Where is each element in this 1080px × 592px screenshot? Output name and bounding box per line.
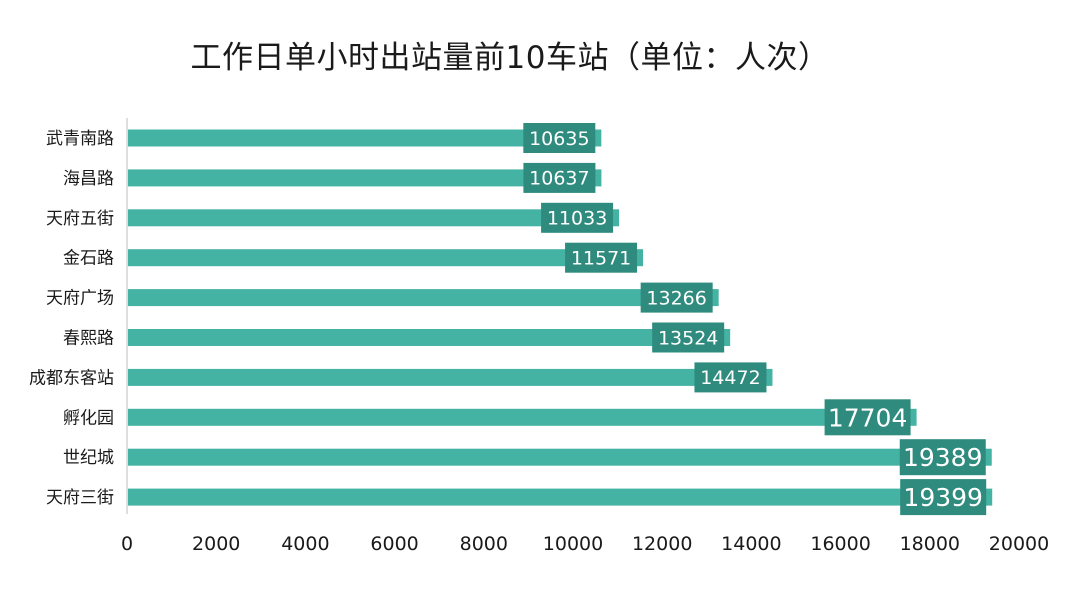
bar: [128, 169, 602, 187]
bar: [128, 209, 620, 227]
bar: [128, 488, 993, 506]
x-tick-label: 18000: [900, 533, 960, 555]
bar: [128, 129, 602, 147]
data-label: 10635: [529, 128, 589, 150]
category-label: 春熙路: [63, 329, 114, 349]
data-label: 13524: [658, 327, 718, 349]
x-tick-label: 4000: [281, 533, 329, 555]
data-label-box: [523, 162, 596, 193]
data-label: 13266: [646, 287, 706, 309]
data-label: 17704: [828, 403, 908, 432]
data-label: 14472: [700, 367, 760, 389]
chart-title: 工作日单小时出站量前10车站（单位：人次）: [190, 40, 830, 76]
data-label: 19399: [903, 483, 983, 512]
x-tick-label: 0: [121, 533, 133, 555]
x-tick-label: 8000: [460, 533, 508, 555]
data-label-box: [640, 282, 713, 313]
x-tick-label: 10000: [543, 533, 603, 555]
category-label: 武青南路: [46, 129, 114, 149]
data-label-box: [565, 242, 638, 273]
category-label: 金石路: [63, 249, 114, 269]
x-tick-label: 6000: [370, 533, 418, 555]
bar: [128, 289, 719, 307]
data-label: 11571: [571, 248, 631, 270]
x-tick-label: 16000: [810, 533, 870, 555]
bar-layer: [128, 129, 993, 506]
data-label-box: [899, 439, 986, 476]
data-label: 10637: [529, 168, 589, 190]
data-label: 19389: [903, 443, 983, 472]
data-label: 11033: [547, 208, 607, 230]
category-label: 天府五街: [46, 209, 114, 229]
bar: [128, 408, 917, 426]
bar: [128, 448, 992, 466]
data-label-box: [652, 322, 725, 353]
axis-layer: 0 2000 4000 6000 8000 10000 12000 14000 16000 180…: [121, 118, 1049, 555]
x-tick-label: 2000: [192, 533, 240, 555]
x-tick-label: 14000: [721, 533, 781, 555]
data-label-box: [824, 399, 911, 436]
category-label: 天府三街: [46, 488, 114, 508]
category-label: 海昌路: [63, 169, 114, 189]
bar: [128, 249, 644, 267]
category-label: 成都东客站: [29, 368, 114, 388]
bar: [128, 329, 731, 346]
data-label-box: [900, 479, 987, 516]
category-label: 孵化园: [63, 408, 114, 428]
data-label-box: [541, 202, 614, 233]
label-layer: 武青南路 10635 海昌路 10637 天府五街 11033 金石路 11571 天府广场 13…: [29, 123, 987, 516]
category-label: 天府广场: [46, 289, 114, 309]
bar: [128, 368, 773, 386]
x-tick-label: 12000: [632, 533, 692, 555]
data-label-box: [694, 362, 767, 393]
x-tick-label: 20000: [989, 533, 1049, 555]
category-label: 世纪城: [63, 448, 114, 468]
data-label-box: [523, 123, 596, 153]
